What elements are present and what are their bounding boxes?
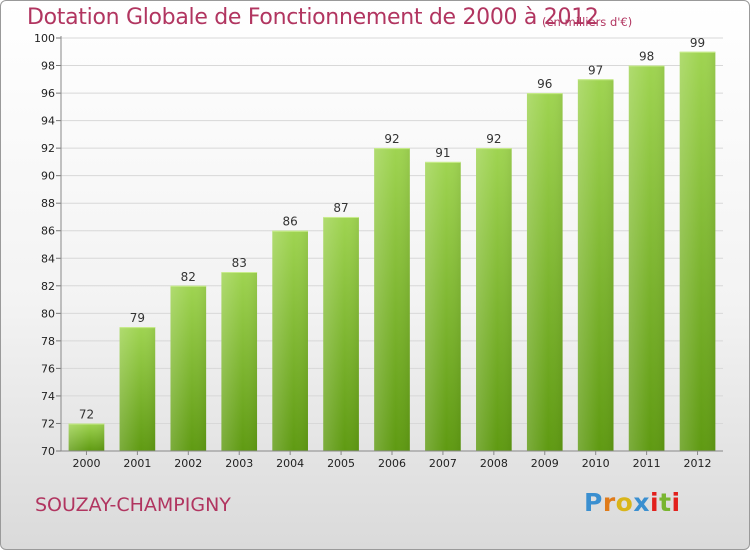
bar-shading (628, 65, 665, 452)
bar-value-label: 91 (435, 146, 450, 160)
x-tick-label: 2001 (123, 457, 151, 470)
y-tick-label: 90 (41, 170, 55, 183)
bar-shading (577, 79, 614, 452)
y-tick-label: 84 (41, 252, 55, 265)
bar-shading (170, 285, 207, 451)
logo-letter: i (671, 488, 681, 517)
logo-letter: i (650, 488, 660, 517)
x-tick-label: 2005 (327, 457, 355, 470)
y-tick-label: 82 (41, 280, 55, 293)
bar-shading (679, 51, 716, 452)
bar-value-label: 92 (486, 132, 501, 146)
y-tick-label: 70 (41, 445, 55, 458)
bar-shading (374, 148, 410, 451)
logo-letter: x (633, 488, 650, 517)
proxiti-logo[interactable]: Proxiti (584, 488, 681, 517)
bar-shading (221, 272, 258, 451)
bar-value-label: 82 (181, 270, 196, 284)
x-tick-label: 2000 (72, 457, 100, 470)
y-tick-label: 80 (41, 307, 55, 320)
commune-name: SOUZAY-CHAMPIGNY (35, 494, 231, 516)
chart-unit-note: (en milliers d'€) (542, 15, 633, 29)
bar-value-label: 83 (232, 256, 247, 270)
y-tick-label: 78 (41, 335, 55, 348)
bar-shading (68, 423, 105, 451)
chart-title: Dotation Globale de Fonctionnement de 20… (27, 5, 599, 30)
x-tick-label: 2006 (378, 457, 406, 470)
bar-value-label: 86 (283, 215, 298, 229)
x-tick-label: 2007 (429, 457, 457, 470)
bar-value-label: 92 (384, 132, 399, 146)
y-tick-label: 98 (41, 60, 55, 73)
x-tick-label: 2002 (174, 457, 202, 470)
y-tick-label: 94 (41, 115, 55, 128)
bar-value-label: 99 (690, 36, 705, 50)
y-tick-label: 88 (41, 197, 55, 210)
y-tick-label: 74 (41, 390, 55, 403)
bar-shading (119, 327, 156, 451)
x-tick-label: 2010 (582, 457, 610, 470)
bar-shading (526, 93, 563, 452)
bar-shading (476, 148, 512, 451)
bar-value-label: 96 (537, 77, 552, 91)
y-tick-label: 92 (41, 142, 55, 155)
x-tick-label: 2008 (480, 457, 508, 470)
x-tick-label: 2011 (633, 457, 661, 470)
x-tick-label: 2004 (276, 457, 304, 470)
bar-value-label: 98 (639, 50, 654, 64)
bar-shading (425, 161, 461, 451)
x-tick-label: 2003 (225, 457, 253, 470)
bar-value-label: 87 (333, 201, 348, 215)
bar-value-label: 79 (130, 311, 145, 325)
logo-letter: r (602, 488, 616, 517)
x-tick-label: 2009 (531, 457, 559, 470)
bar-value-label: 72 (79, 407, 94, 421)
bar-shading (272, 230, 308, 451)
logo-letter: t (659, 488, 672, 517)
logo-letter: o (615, 488, 634, 517)
y-tick-label: 86 (41, 225, 55, 238)
bar-value-label: 97 (588, 63, 603, 77)
y-tick-label: 100 (34, 32, 55, 45)
y-tick-label: 96 (41, 87, 55, 100)
bar-shading (323, 216, 359, 451)
logo-letter: P (584, 488, 603, 517)
x-tick-label: 2012 (684, 457, 712, 470)
y-tick-label: 72 (41, 417, 55, 430)
y-tick-label: 76 (41, 362, 55, 375)
